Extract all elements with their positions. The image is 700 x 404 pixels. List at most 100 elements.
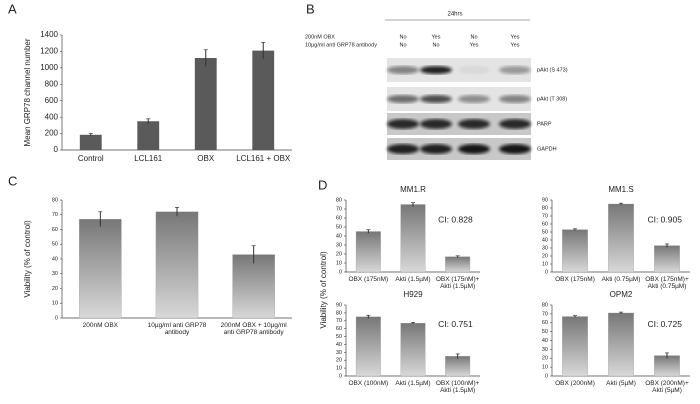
x-tick-label: 200nM OBX — [82, 322, 119, 329]
x-tick-label-box: OBX (100nM)+ Akti (1.5µM) — [436, 380, 480, 394]
x-tick-label: LCL161 + OBX — [236, 154, 291, 163]
blot-row — [387, 87, 531, 111]
y-tick-label: 0 — [339, 269, 342, 275]
band-label: pAkt (S 473) — [537, 67, 568, 73]
x-tick-label: OBX (200nM) — [555, 380, 595, 387]
y-tick-label: 70 — [336, 206, 342, 212]
x-tick-label-box: OBX (200nM)+ Akti (5µM) — [645, 380, 689, 395]
bar — [355, 231, 381, 273]
lane-label: No — [432, 42, 439, 48]
y-tick-label: 50 — [542, 329, 548, 335]
y-tick-label: 1200 — [40, 47, 58, 56]
chart-title: MM1.S — [608, 185, 633, 194]
y-tick-label: 1400 — [40, 30, 58, 39]
y-tick-label: 600 — [45, 96, 59, 105]
y-tick-label: 40 — [52, 256, 58, 262]
lane-label: Yes — [432, 34, 441, 40]
lane-label: Yes — [511, 34, 520, 40]
panel-label: C — [8, 173, 17, 188]
lane-label: Yes — [470, 42, 479, 48]
y-tick-label: 30 — [542, 245, 548, 251]
panel-label: B — [306, 1, 315, 16]
bar — [445, 356, 471, 377]
y-tick-label: 0 — [339, 373, 342, 379]
y-axis-label: Mean GRP78 channel number — [23, 38, 32, 146]
blot-row — [387, 138, 531, 160]
x-tick-label: Akti (1.5µM) — [395, 380, 431, 387]
y-tick-label: 10 — [52, 301, 58, 307]
x-tick-label: 200nM OBX + 10µg/ml anti GRP78 antibody — [220, 322, 287, 337]
x-tick-label: OBX (100nM) — [348, 380, 389, 387]
chart-title: OPM2 — [610, 290, 633, 299]
x-tick-label-box: Akti (1.5µM) — [395, 276, 431, 283]
x-tick-label: OBX (200nM)+ Akti (5µM) — [645, 380, 689, 395]
x-tick-label: 10µg/ml anti GRP78 antibody — [147, 322, 207, 337]
y-tick-label: 80 — [336, 197, 342, 203]
annotation: CI: 0.751 — [438, 319, 473, 329]
y-tick-label: 1000 — [40, 63, 58, 72]
y-tick-label: 50 — [336, 224, 342, 230]
blot-band — [458, 144, 490, 154]
blot-band — [499, 144, 531, 154]
y-axis-label: Viability (% of control) — [319, 251, 328, 329]
y-tick-label: 70 — [542, 311, 548, 317]
x-tick-label: OBX (175nM) — [348, 276, 389, 283]
y-tick-label: 30 — [336, 242, 342, 248]
time-label: 24hrs — [447, 12, 462, 18]
blot-band — [387, 95, 419, 103]
y-tick-label: 70 — [542, 213, 548, 219]
y-tick-label: 20 — [52, 286, 58, 292]
blot-band — [420, 119, 452, 129]
x-tick-label: Akti (1.5µM) — [395, 276, 431, 283]
y-tick-label: 60 — [336, 326, 342, 332]
y-tick-label: 50 — [542, 229, 548, 235]
y-tick-label: 0 — [55, 315, 58, 321]
blot-band — [387, 144, 419, 154]
blot-band — [499, 119, 531, 129]
annotation: CI: 0.828 — [438, 214, 473, 224]
y-tick-label: 50 — [336, 334, 342, 340]
annotation: CI: 0.725 — [647, 319, 682, 329]
y-tick-label: 0 — [545, 373, 548, 379]
x-tick-label: OBX (175nM) — [555, 276, 595, 283]
y-tick-label: 60 — [542, 221, 548, 227]
y-tick-label: 40 — [542, 338, 548, 344]
annotation: CI: 0.905 — [647, 214, 682, 224]
band-label: PARP — [537, 121, 552, 127]
lane-label: No — [399, 42, 406, 48]
blot-band — [420, 95, 452, 103]
y-tick-label: 10 — [542, 365, 548, 371]
y-tick-label: 40 — [542, 237, 548, 243]
bar — [608, 312, 634, 377]
y-tick-label: 30 — [542, 347, 548, 353]
y-tick-label: 40 — [336, 342, 342, 348]
x-tick-label-box: Akti (1.5µM) — [395, 380, 431, 387]
panel-label: A — [8, 1, 17, 16]
blot-band — [420, 144, 452, 154]
y-tick-label: 50 — [52, 242, 58, 248]
bar — [155, 211, 199, 319]
bar — [79, 219, 122, 319]
y-tick-label: 80 — [542, 302, 548, 308]
blot-band — [499, 66, 531, 74]
y-tick-label: 20 — [542, 356, 548, 362]
condition-label: 10µg/ml anti GRP78 antibody — [305, 42, 377, 48]
x-tick-label-box: Akti (5µM) — [606, 380, 636, 387]
y-tick-label: 60 — [336, 215, 342, 221]
band-label: pAkt (T 308) — [537, 96, 567, 102]
y-tick-label: 70 — [336, 318, 342, 324]
panel-label: D — [318, 177, 327, 192]
bar — [252, 50, 275, 150]
x-tick-label-box: OBX (175nM) — [348, 276, 389, 283]
x-tick-label-box: 10µg/ml anti GRP78 antibody — [147, 322, 207, 337]
y-tick-label: 40 — [336, 233, 342, 239]
y-tick-label: 60 — [52, 227, 58, 233]
bar — [194, 58, 217, 150]
y-tick-label: 30 — [336, 350, 342, 356]
y-tick-label: 0 — [54, 145, 59, 154]
chart-title: H929 — [403, 290, 423, 299]
lane-label: Yes — [511, 42, 520, 48]
bar — [562, 316, 588, 377]
x-tick-label-box: OBX (175nM)+ Akti (0.75µM) — [645, 276, 689, 290]
blot-band — [387, 119, 419, 129]
